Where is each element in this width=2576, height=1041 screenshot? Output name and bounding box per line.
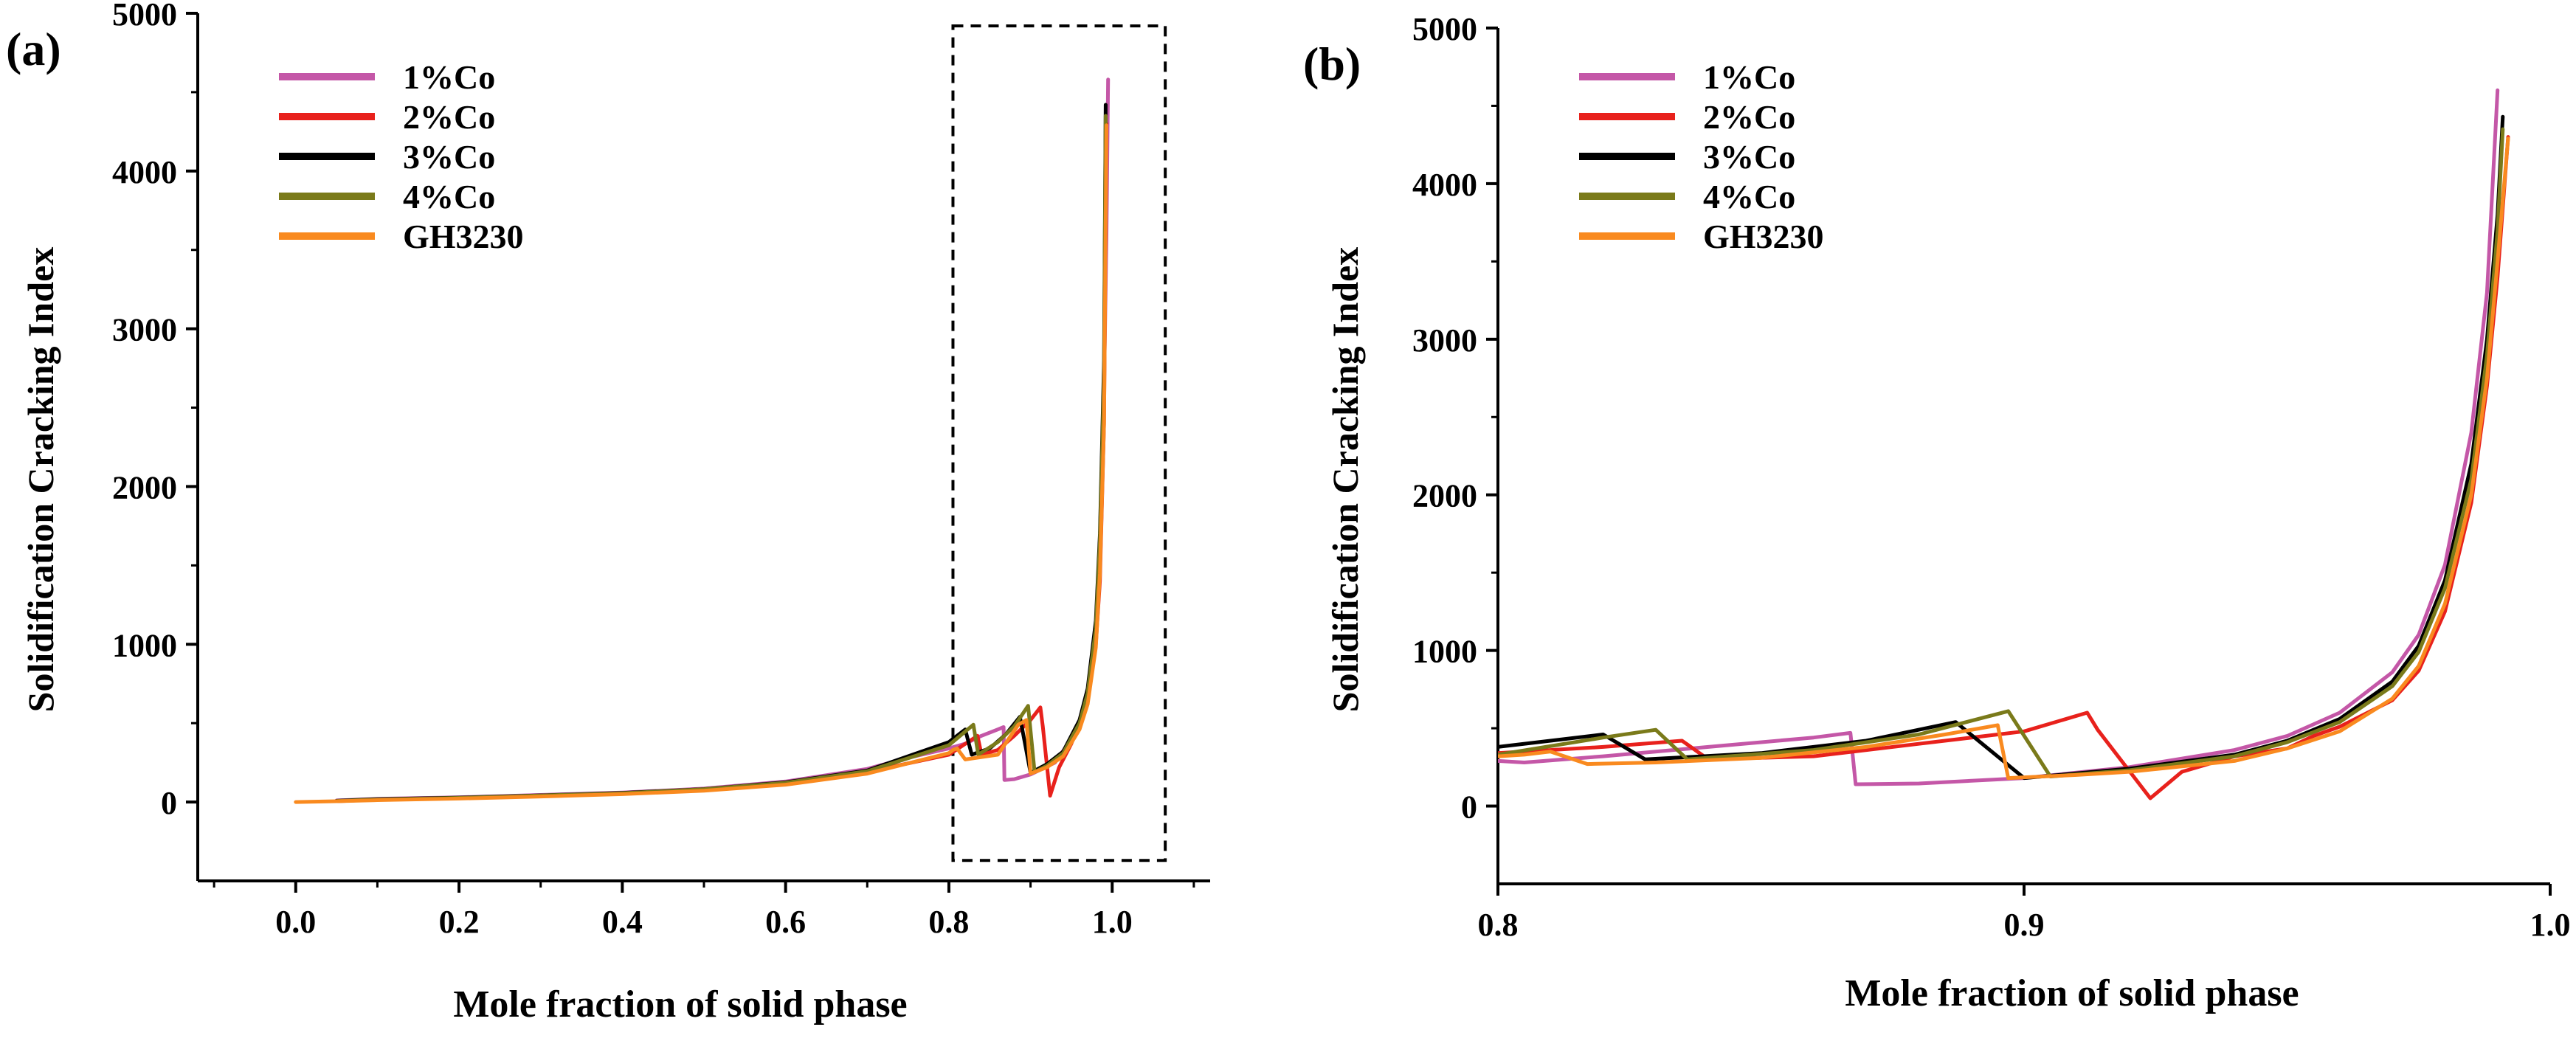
panel-a-y-axis-title: Solidification Cracking Index [20, 247, 61, 713]
panel-b-x-tick-label: 0.8 [1478, 907, 1519, 943]
panel-b-legend-label: 1%Co [1703, 58, 1795, 96]
panel-a-x-tick-label: 0.0 [275, 904, 316, 940]
panel-a-series-gh3230 [294, 123, 1108, 804]
panel-b: (b) 0 1000 2000 3000 4000 5000 0.8 0.9 1.0 1%Co2… [1303, 11, 2571, 1014]
panel-b-y-tick-label: 4000 [1412, 167, 1477, 203]
panel-a-axes: 0 1000 2000 3000 4000 5000 0.0 0.2 0.4 0.6 0.8 1.0 [112, 0, 1210, 940]
panel-b-legend-label: 3%Co [1703, 138, 1795, 176]
panel-b-y-tick-label: 3000 [1412, 322, 1477, 359]
panel-a: (a) 0 1000 2000 3000 4000 5000 0.0 0.2 0.4 0.6 0.8… [6, 0, 1210, 1026]
panel-a-x-axis-title: Mole fraction of solid phase [453, 983, 907, 1026]
panel-a-x-tick-label: 0.4 [602, 904, 643, 940]
panel-a-y-tick-label: 5000 [112, 0, 177, 32]
panel-b-plot-area [1498, 88, 2510, 800]
panel-b-y-tick-label: 5000 [1412, 11, 1477, 47]
panel-a-x-tick-label: 0.8 [928, 904, 969, 940]
panel-a-legend-label: 2%Co [403, 98, 495, 136]
panel-b-x-tick-label: 1.0 [2530, 907, 2571, 943]
panel-b-y-tick-label: 2000 [1412, 478, 1477, 514]
panel-a-legend-label: GH3230 [403, 218, 524, 255]
panel-b-y-tick-label: 1000 [1412, 634, 1477, 670]
panel-b-series-3pct-co [1498, 114, 2505, 781]
panel-a-x-tick-label: 1.0 [1092, 904, 1133, 940]
panel-a-legend-label: 1%Co [403, 58, 495, 96]
panel-b-y-tick-label: 0 [1461, 789, 1477, 826]
zoom-region-box [951, 24, 1167, 862]
panel-a-plot-area [294, 24, 1167, 862]
panel-b-x-axis-title: Mole fraction of solid phase [1845, 972, 2299, 1014]
panel-a-legend-label: 4%Co [403, 178, 495, 215]
panel-a-y-tick-label: 4000 [112, 154, 177, 190]
panel-b-x-tick-label: 0.9 [2004, 907, 2045, 943]
panel-b-legend-label: GH3230 [1703, 218, 1824, 255]
panel-b-legend-label: 4%Co [1703, 178, 1795, 215]
panel-b-axes: 0 1000 2000 3000 4000 5000 0.8 0.9 1.0 [1412, 11, 2571, 943]
panel-a-y-tick-label: 0 [161, 785, 177, 821]
panel-label-a: (a) [6, 23, 61, 75]
panel-b-y-axis-title: Solidification Cracking Index [1325, 247, 1366, 713]
panel-a-y-tick-label: 2000 [112, 469, 177, 505]
panel-a-legend-label: 3%Co [403, 138, 495, 176]
panel-a-y-tick-label: 3000 [112, 312, 177, 348]
panel-label-b: (b) [1303, 38, 1361, 90]
panel-a-x-tick-label: 0.2 [439, 904, 480, 940]
panel-b-legend-label: 2%Co [1703, 98, 1795, 136]
panel-b-series-gh3230 [1498, 136, 2510, 781]
panel-a-y-tick-label: 1000 [112, 627, 177, 663]
panel-b-series-4pct-co [1498, 127, 2505, 778]
panel-a-x-tick-label: 0.6 [765, 904, 806, 940]
